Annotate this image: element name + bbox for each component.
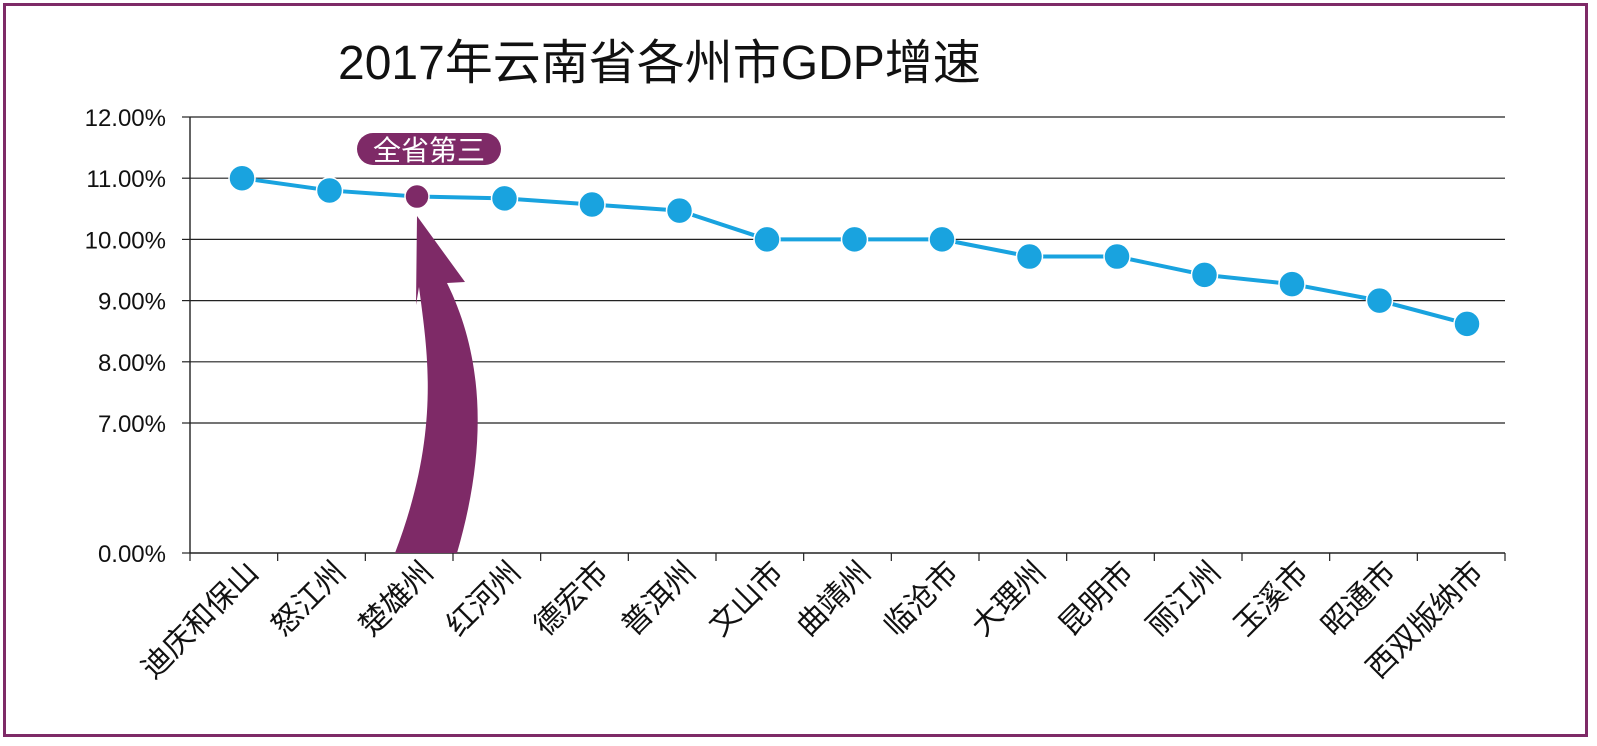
x-tick-label: 昆明市	[1052, 555, 1140, 643]
y-tick-label: 8.00%	[98, 350, 166, 377]
x-axis-ticks: 迪庆和保山 怒江州 楚雄州 红河州 德宏市 普洱州 文山市 曲靖州 临沧市 大理州 昆明市 丽江州 玉溪…	[135, 553, 1506, 686]
callout-arrow	[395, 216, 478, 553]
data-point	[1190, 261, 1219, 289]
y-tick-label: 0.00%	[98, 541, 166, 568]
x-tick-label: 楚雄州	[352, 555, 440, 643]
x-tick-label: 红河州	[440, 555, 528, 643]
x-tick-label: 临沧市	[877, 555, 965, 643]
x-tick-label: 玉溪市	[1227, 555, 1315, 643]
data-point	[1278, 270, 1306, 298]
axes	[189, 117, 1505, 554]
y-tick-label: 12.00%	[85, 105, 166, 132]
data-point	[578, 190, 606, 219]
x-tick-label: 怒江州	[265, 555, 353, 643]
x-tick-label: 普洱州	[615, 555, 703, 643]
grid-lines	[190, 116, 1505, 424]
x-tick-label: 迪庆和保山	[135, 555, 266, 686]
data-point	[1015, 242, 1044, 271]
y-tick-label: 9.00%	[98, 289, 166, 316]
chart-title: 2017年云南省各州市GDP增速	[338, 37, 981, 90]
data-point	[1453, 310, 1481, 338]
y-axis-ticks: 0.00% 7.00% 8.00% 9.00% 10.00% 11.00% 12.00%	[85, 105, 190, 568]
x-tick-label: 大理州	[965, 555, 1053, 643]
x-tick-label: 丽江州	[1140, 555, 1228, 643]
data-point	[840, 225, 869, 254]
data-point	[1365, 286, 1394, 315]
x-tick-label: 德宏市	[527, 555, 615, 643]
highlight-point	[404, 183, 430, 210]
data-point	[315, 176, 344, 205]
chart-frame	[3, 3, 1588, 737]
x-tick-label: 曲靖州	[790, 555, 878, 643]
data-point	[1103, 242, 1131, 271]
callout-text: 全省第三	[373, 134, 485, 167]
callout-badge	[357, 133, 501, 165]
data-point	[928, 225, 956, 254]
x-tick-label: 文山市	[702, 555, 790, 643]
data-point	[490, 184, 519, 213]
growth-series	[228, 164, 1481, 338]
data-point	[228, 164, 256, 192]
annotation: 全省第三	[357, 133, 501, 553]
y-tick-label: 7.00%	[98, 411, 166, 438]
data-point	[753, 225, 781, 254]
data-point	[665, 196, 694, 225]
y-tick-label: 11.00%	[86, 166, 166, 193]
y-tick-label: 10.00%	[85, 227, 166, 254]
